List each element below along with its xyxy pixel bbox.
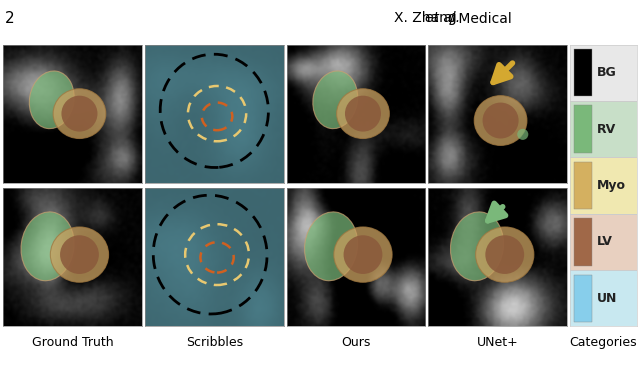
Ellipse shape (313, 71, 358, 129)
Ellipse shape (305, 212, 358, 281)
Ellipse shape (451, 212, 504, 281)
Bar (573, 105, 592, 153)
Ellipse shape (485, 235, 524, 274)
Text: X. Zhang: X. Zhang (394, 11, 461, 25)
Text: et al.: et al. (425, 11, 460, 25)
Text: 2: 2 (5, 11, 15, 26)
Text: Categories: Categories (570, 336, 637, 349)
Text: UN: UN (597, 292, 617, 305)
Ellipse shape (60, 235, 99, 274)
Ellipse shape (476, 227, 534, 282)
Ellipse shape (21, 212, 74, 281)
Bar (570, 270, 637, 326)
Ellipse shape (51, 227, 109, 282)
Ellipse shape (334, 227, 392, 282)
Text: Ours: Ours (341, 336, 371, 349)
Ellipse shape (345, 96, 381, 132)
Ellipse shape (53, 89, 106, 138)
Text: RV: RV (597, 122, 616, 136)
Bar (570, 45, 637, 101)
Ellipse shape (61, 96, 97, 132)
Text: / Medical: / Medical (445, 11, 512, 25)
Ellipse shape (517, 129, 528, 140)
Bar (573, 49, 592, 96)
Text: Scribbles: Scribbles (186, 336, 243, 349)
Bar (570, 214, 637, 270)
Ellipse shape (483, 102, 518, 138)
Text: Ground Truth: Ground Truth (32, 336, 113, 349)
Ellipse shape (337, 89, 389, 138)
Ellipse shape (29, 71, 74, 129)
Ellipse shape (474, 96, 527, 145)
Bar (570, 101, 637, 157)
Bar (573, 162, 592, 209)
Text: Myo: Myo (597, 179, 626, 192)
Bar (570, 157, 637, 214)
Ellipse shape (344, 235, 382, 274)
Bar (573, 275, 592, 322)
Text: LV: LV (597, 235, 612, 249)
Text: UNet+: UNet+ (477, 336, 518, 349)
Text: BG: BG (597, 66, 616, 79)
Bar (573, 218, 592, 266)
